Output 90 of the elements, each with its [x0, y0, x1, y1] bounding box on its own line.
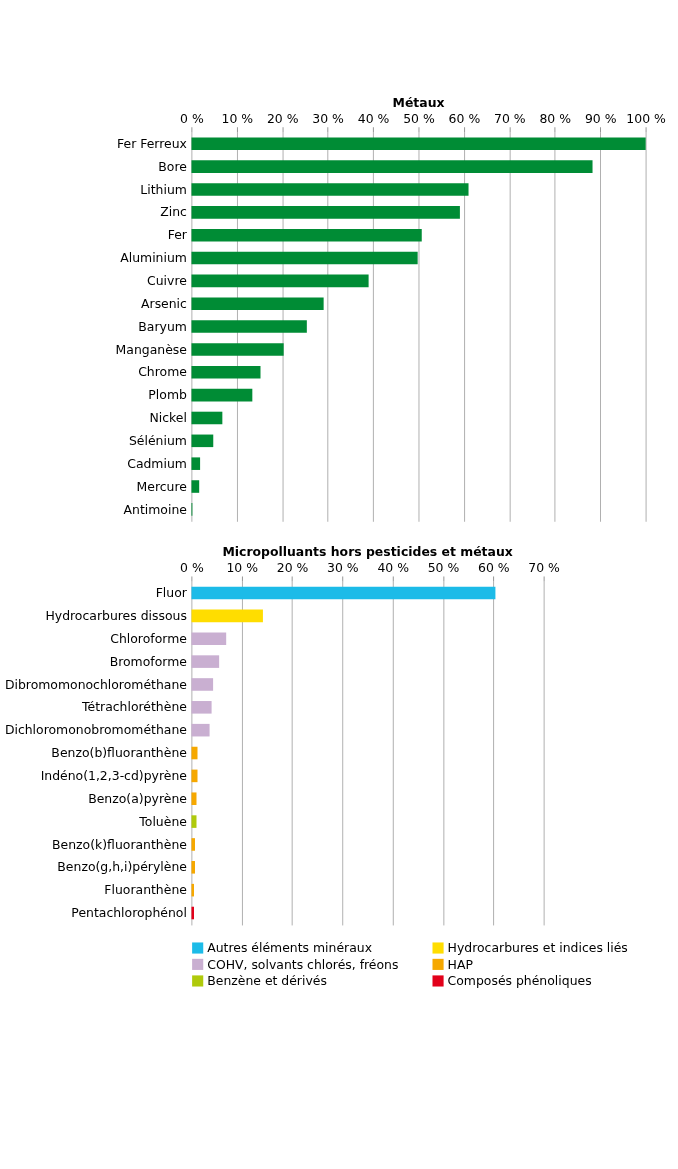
y-tick-label: Aluminium [120, 250, 187, 266]
x-tick-label: 70 % [494, 111, 526, 127]
x-tick-label: 30 % [327, 560, 359, 576]
bar [191, 906, 194, 920]
bar [191, 297, 324, 311]
bar [191, 769, 198, 783]
bar [191, 701, 212, 714]
x-tick-label: 80 % [539, 111, 572, 127]
y-tick-label: Bore [158, 158, 187, 174]
chart-title: Métaux [392, 94, 445, 110]
x-tick-label: 90 % [584, 111, 617, 127]
x-tick-label: 70 % [528, 560, 561, 576]
y-tick-label: Cadmium [127, 455, 187, 471]
x-tick-label: 30 % [312, 111, 345, 127]
y-tick-label: Mercure [136, 478, 187, 494]
y-tick-label: Fluoranthène [104, 882, 187, 898]
bar [191, 723, 210, 737]
x-tick-label: 20 % [266, 111, 299, 127]
y-tick-label: Chrome [138, 364, 187, 380]
y-tick-label: Fer Ferreux [117, 135, 187, 151]
bar [191, 274, 369, 288]
x-tick-label: 100 % [626, 111, 667, 127]
x-tick-label: 60 % [448, 111, 481, 127]
y-tick-label: Sélénium [128, 432, 187, 448]
x-tick-label: 50 % [403, 111, 435, 127]
bar [191, 137, 646, 151]
y-tick-label: Chloroforme [110, 630, 187, 646]
legend-label: Benzène et dérivés [207, 973, 327, 989]
y-tick-label: Arsenic [141, 295, 188, 311]
y-tick-label: Benzo(b)fluoranthène [51, 745, 187, 761]
bar [191, 678, 214, 691]
y-tick-label: Hydrocarbures dissous [45, 608, 187, 624]
bar [191, 434, 214, 448]
bar [191, 861, 195, 874]
bar [191, 388, 253, 402]
y-tick-label: Nickel [149, 410, 187, 426]
bar [191, 411, 223, 425]
bar [191, 251, 418, 265]
x-tick-label: 10 % [221, 111, 254, 127]
bar [191, 609, 263, 623]
y-tick-label: Fluor [155, 585, 188, 601]
y-tick-label: Tétrachloréthène [81, 699, 187, 715]
bar [191, 206, 460, 219]
y-tick-label: Manganèse [115, 341, 187, 357]
legend-label: HAP [447, 956, 474, 972]
y-tick-label: Cuivre [147, 273, 187, 289]
bar [191, 655, 220, 668]
x-tick-label: 0 % [180, 111, 204, 127]
bar [191, 815, 197, 828]
y-tick-label: Dichloromonobromométhane [4, 722, 187, 738]
y-tick-label: Toluène [138, 813, 187, 829]
legend-label: COHV, solvants chlorés, fréons [207, 956, 399, 972]
bar [191, 746, 198, 760]
bar [191, 838, 195, 851]
y-tick-label: Benzo(a)pyrène [88, 790, 187, 806]
y-tick-label: Antimoine [123, 501, 187, 517]
y-tick-label: Dibromomonochlorométhane [4, 676, 187, 692]
y-tick-label: Pentachlorophénol [71, 905, 187, 921]
x-tick-label: 40 % [357, 111, 390, 127]
bar [191, 320, 307, 333]
bar [191, 366, 261, 379]
y-tick-label: Fer [167, 227, 188, 243]
bar [191, 183, 469, 196]
bar [191, 883, 194, 897]
y-tick-label: Zinc [160, 204, 188, 220]
legend-label: Hydrocarbures et indices liés [447, 940, 628, 956]
bar [191, 228, 422, 242]
legend-label: Autres éléments minéraux [207, 940, 373, 956]
y-tick-label: Benzo(g,h,i)pérylène [57, 859, 187, 875]
y-tick-label: Lithium [140, 181, 187, 197]
bar [191, 457, 201, 470]
bar [191, 343, 284, 356]
bar [191, 792, 197, 806]
bar [191, 160, 593, 173]
bar [191, 586, 496, 600]
bar [191, 632, 227, 646]
x-tick-label: 10 % [226, 560, 259, 576]
x-tick-label: 20 % [276, 560, 309, 576]
y-tick-label: Indéno(1,2,3-cd)pyrène [40, 768, 187, 784]
x-tick-label: 60 % [478, 560, 510, 576]
y-tick-label: Bromoforme [109, 653, 187, 669]
x-tick-label: 40 % [377, 560, 410, 576]
y-tick-label: Plomb [148, 387, 188, 403]
y-tick-label: Baryum [138, 318, 187, 334]
chart-title: Micropolluants hors pesticides et métaux [222, 544, 513, 560]
x-tick-label: 50 % [427, 560, 460, 576]
y-tick-label: Benzo(k)fluoranthène [52, 836, 187, 852]
legend-label: Composés phénoliques [447, 973, 592, 989]
x-tick-label: 0 % [180, 560, 204, 576]
bar [191, 480, 200, 493]
